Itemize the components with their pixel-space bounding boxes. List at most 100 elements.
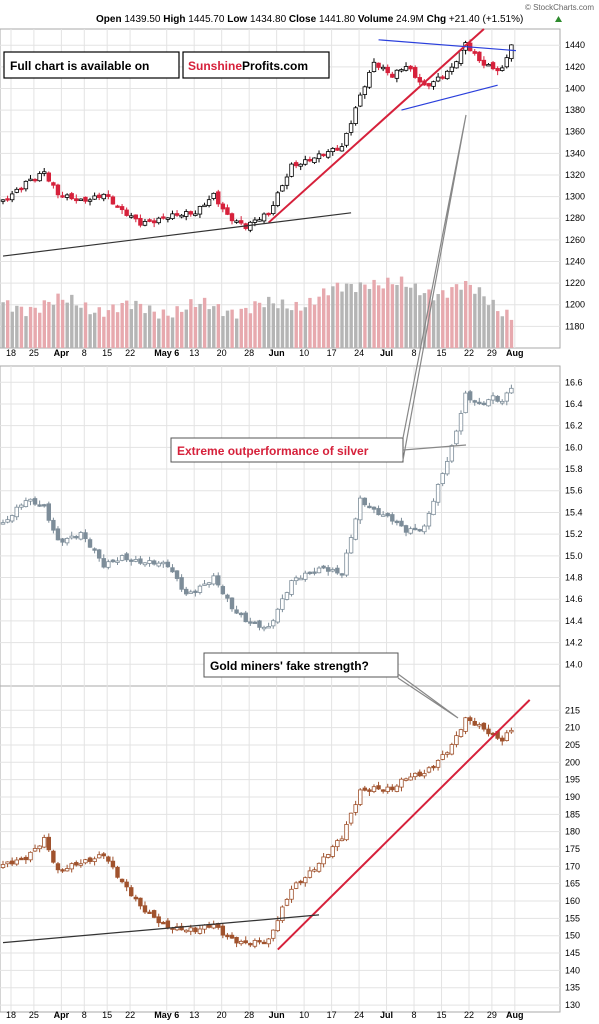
candle-body bbox=[225, 934, 230, 938]
candle-body bbox=[78, 532, 84, 540]
candle-body bbox=[179, 214, 184, 218]
volume-bar bbox=[10, 311, 14, 348]
volume-bar bbox=[418, 295, 422, 348]
candle-body bbox=[463, 392, 468, 414]
volume-bar bbox=[486, 305, 491, 348]
y-tick-label: 150 bbox=[565, 931, 580, 941]
x-tick-label: 15 bbox=[437, 348, 447, 358]
candle-body bbox=[445, 461, 450, 475]
volume-bar bbox=[312, 304, 317, 348]
candle-body bbox=[371, 506, 377, 510]
candle-body bbox=[435, 76, 441, 82]
volume-bar bbox=[143, 313, 147, 348]
candle-body bbox=[454, 61, 459, 69]
candle-body bbox=[280, 598, 285, 610]
candle-body bbox=[32, 178, 38, 182]
candle-body bbox=[325, 151, 331, 158]
candle-body bbox=[183, 211, 189, 217]
volume-bar bbox=[248, 313, 253, 348]
y-tick-label: 185 bbox=[565, 809, 580, 819]
candle-body bbox=[449, 744, 455, 755]
volume-bar bbox=[74, 305, 79, 348]
volume-bar bbox=[422, 293, 427, 348]
candle-body bbox=[234, 220, 239, 223]
volume-bar bbox=[482, 296, 486, 348]
candle-body bbox=[504, 732, 509, 741]
candle-body bbox=[289, 163, 294, 177]
candle-body bbox=[193, 213, 198, 216]
candle-body bbox=[101, 558, 106, 568]
volume-bar bbox=[202, 297, 207, 348]
volume-bar bbox=[331, 286, 335, 348]
miners-callout: Gold miners' fake strength? bbox=[203, 652, 459, 719]
candle-body bbox=[179, 925, 184, 931]
x-tick-label: 29 bbox=[487, 1010, 497, 1020]
candle-body bbox=[280, 906, 285, 921]
candle-body bbox=[138, 897, 143, 907]
candle-body bbox=[284, 176, 290, 186]
header-stats: Open 1439.50 High 1445.70 Low 1434.80 Cl… bbox=[96, 14, 523, 25]
candle-body bbox=[348, 123, 354, 133]
y-tick-label: 170 bbox=[565, 861, 580, 871]
candle-body bbox=[147, 219, 152, 222]
y-tick-label: 145 bbox=[565, 948, 580, 958]
candle-body bbox=[353, 107, 358, 124]
stat-value: 1439.50 bbox=[124, 14, 161, 25]
candle-body bbox=[183, 929, 189, 933]
candle-body bbox=[197, 585, 203, 593]
candle-body bbox=[64, 868, 70, 872]
x-tick-label: Jun bbox=[269, 348, 285, 358]
y-tick-label: 16.4 bbox=[565, 399, 583, 409]
volume-bar bbox=[505, 309, 509, 348]
volume-bar bbox=[65, 302, 69, 348]
candle-body bbox=[165, 561, 171, 568]
trend-lines bbox=[2, 28, 531, 951]
promo-banner[interactable]: Full chart is available on SunshineProfi… bbox=[3, 51, 330, 79]
volume-bar bbox=[5, 300, 10, 348]
volume-bar bbox=[38, 312, 42, 348]
candle-body bbox=[348, 812, 354, 824]
volume-bar bbox=[399, 276, 404, 348]
volume-bar bbox=[317, 296, 321, 348]
candle-body bbox=[252, 940, 258, 947]
y-tick-label: 1320 bbox=[565, 170, 585, 180]
candle-body bbox=[5, 861, 10, 865]
volume-bar bbox=[47, 301, 51, 348]
volume-bar bbox=[358, 282, 363, 348]
y-tick-label: 155 bbox=[565, 913, 580, 923]
candle-body bbox=[142, 221, 148, 226]
candle-body bbox=[394, 520, 400, 524]
x-tick-label: 8 bbox=[82, 348, 87, 358]
candle-body bbox=[289, 888, 294, 900]
x-tick-label: 25 bbox=[29, 1010, 39, 1020]
candle-body bbox=[358, 789, 363, 805]
candle-body bbox=[431, 500, 436, 516]
candle-body bbox=[161, 921, 166, 925]
candle-body bbox=[0, 522, 6, 525]
volume-bar bbox=[166, 315, 170, 348]
candle-body bbox=[261, 941, 267, 945]
candle-body bbox=[266, 212, 271, 216]
volume-bar bbox=[15, 305, 19, 348]
candle-body bbox=[165, 217, 171, 220]
x-tick-label: 15 bbox=[437, 1010, 447, 1020]
volume-bar bbox=[257, 302, 262, 348]
x-tick-label: 25 bbox=[29, 348, 39, 358]
candle-body bbox=[248, 943, 253, 946]
candle-body bbox=[435, 484, 441, 503]
candle-body bbox=[211, 924, 216, 929]
candle-body bbox=[449, 445, 455, 462]
volume-bar bbox=[239, 308, 243, 348]
candle-body bbox=[431, 765, 436, 769]
volume-bar bbox=[120, 302, 124, 348]
volume-bar bbox=[198, 303, 202, 348]
candle-body bbox=[307, 571, 313, 575]
candle-body bbox=[367, 71, 372, 88]
candle-body bbox=[46, 172, 51, 182]
candle-body bbox=[23, 856, 29, 861]
x-tick-label: Apr bbox=[54, 348, 70, 358]
candle-body bbox=[216, 575, 221, 586]
candle-body bbox=[37, 173, 42, 182]
candle-body bbox=[9, 860, 15, 865]
x-tick-label: 8 bbox=[412, 1010, 417, 1020]
